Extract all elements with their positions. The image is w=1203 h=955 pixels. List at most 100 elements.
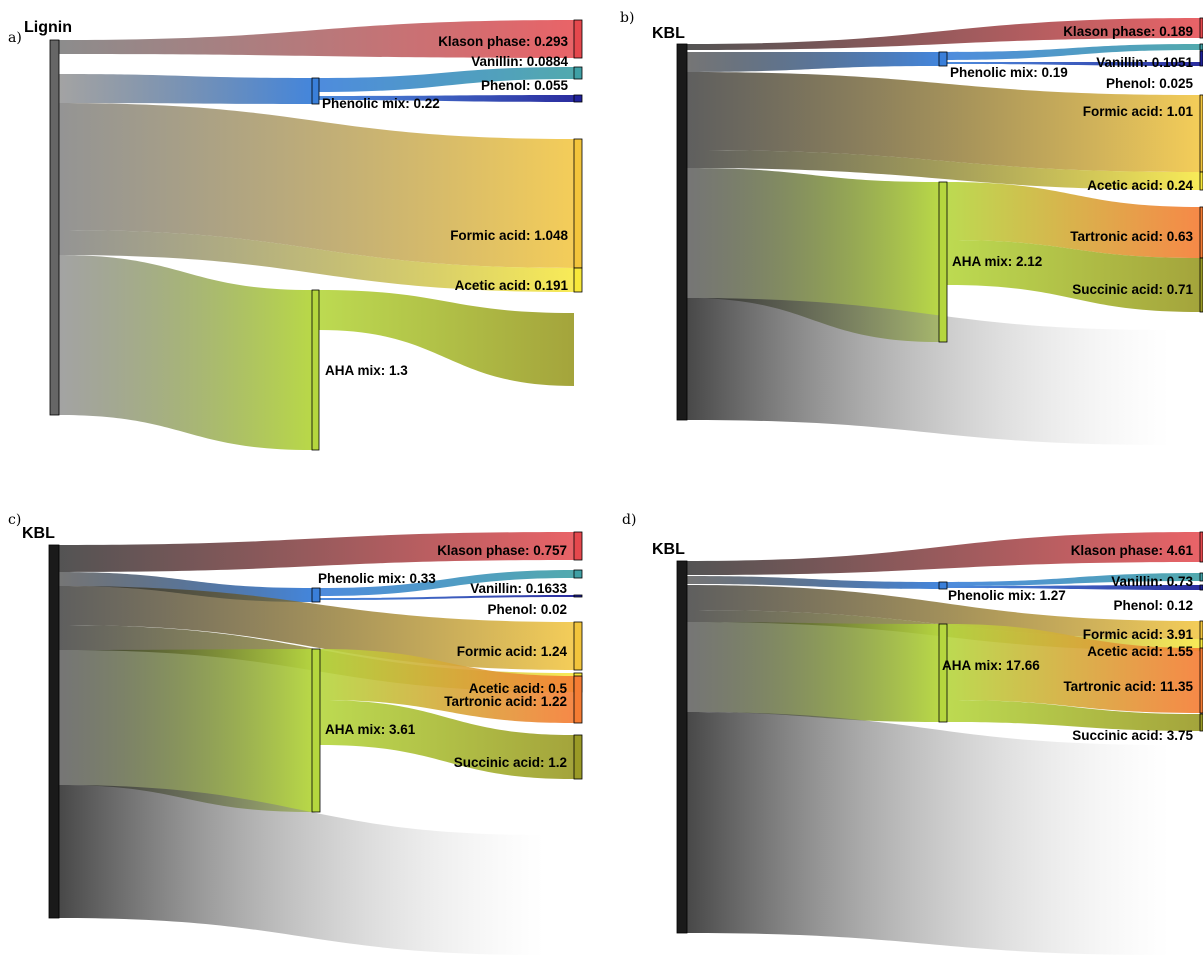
klason-phase-node bbox=[1199, 531, 1203, 563]
node-labels: Phenolic mix: 1.27 AHA mix: 17.66 Klason p… bbox=[942, 543, 1193, 743]
aha-mix-node bbox=[938, 623, 948, 723]
panel-letter: d) bbox=[622, 512, 636, 528]
flow-phenolic-vanillin bbox=[319, 67, 574, 92]
vanillin-node bbox=[573, 569, 583, 579]
phenolic-mix-node bbox=[938, 51, 948, 67]
succinic-acid-node bbox=[573, 734, 583, 780]
vanillin-node bbox=[573, 66, 583, 80]
flow-source-klason-phase bbox=[59, 532, 574, 572]
flow-aha-succinic-acid bbox=[319, 290, 574, 386]
flow-aha-succinic-acid bbox=[947, 240, 1200, 312]
flow-source-formic-acid bbox=[687, 72, 1200, 172]
acetic-acid-label: Acetic acid: 0.191 bbox=[455, 278, 569, 293]
acetic-acid-node bbox=[1199, 171, 1203, 191]
flow-phenolic-phenol bbox=[947, 585, 1200, 590]
flows bbox=[687, 532, 1200, 955]
node-labels: Phenolic mix: 0.19 AHA mix: 2.12 Klason ph… bbox=[950, 24, 1193, 297]
flow-source-klason-phase bbox=[59, 20, 574, 58]
source-label: KBL bbox=[22, 525, 55, 542]
source-label: KBL bbox=[652, 541, 685, 558]
phenolic-mix-node bbox=[311, 77, 320, 105]
flow-phenolic-phenol bbox=[947, 62, 1200, 66]
flow-source-klason-phase bbox=[687, 18, 1200, 50]
flow-source-phenolic-mix bbox=[59, 74, 312, 104]
klason-phase-node bbox=[1199, 17, 1203, 39]
succinic-acid-label: Succinic acid: 0.71 bbox=[1072, 282, 1193, 297]
flows bbox=[59, 20, 574, 450]
nodes bbox=[48, 531, 583, 919]
phenol-node bbox=[573, 94, 583, 103]
phenolic-mix-node bbox=[311, 587, 321, 603]
succinic-acid-label: Succinic acid: 1.2 bbox=[454, 755, 567, 770]
vanillin-label: Vanillin: 0.1051 bbox=[1096, 55, 1193, 70]
aha-mix-node bbox=[311, 648, 321, 813]
phenolic-mix-label: Phenolic mix: 0.22 bbox=[322, 96, 440, 111]
formic-acid-label: Formic acid: 3.91 bbox=[1083, 627, 1194, 642]
tartronic-acid-node bbox=[573, 675, 583, 724]
formic-acid-label: Formic acid: 1.24 bbox=[457, 644, 568, 659]
phenol-label: Phenol: 0.02 bbox=[487, 602, 567, 617]
panel-letter: b) bbox=[620, 10, 634, 26]
phenolic-mix-node bbox=[938, 581, 948, 590]
flow-aha-tartronic-acid bbox=[320, 649, 574, 723]
succinic-acid-node bbox=[1199, 257, 1203, 313]
klason-phase-node bbox=[573, 531, 583, 561]
flow-phenolic-vanillin bbox=[947, 44, 1200, 60]
flow-aha-succinic-acid bbox=[947, 700, 1200, 731]
sankey-panel-a: a)Lignin Phenolic mix: 0.22 AHA mix: 1.3 Kl… bbox=[8, 19, 583, 451]
sankey-panel-c: c)KBL Phenolic mix: 0.33 AHA mix: 3.61 Klas… bbox=[8, 512, 583, 955]
phenol-label: Phenol: 0.025 bbox=[1106, 76, 1194, 91]
flows bbox=[687, 18, 1200, 445]
flow-source-residual bbox=[59, 785, 544, 955]
aha-mix-node bbox=[938, 181, 948, 343]
flow-source-formic-acid bbox=[59, 103, 574, 268]
klason-phase-label: Klason phase: 0.189 bbox=[1063, 24, 1193, 39]
flow-source-phenolic-mix bbox=[687, 52, 939, 72]
tartronic-acid-label: Tartronic acid: 1.22 bbox=[444, 694, 567, 709]
aha-mix-node bbox=[311, 289, 320, 451]
formic-acid-node bbox=[573, 138, 583, 269]
aha-mix-label: AHA mix: 17.66 bbox=[942, 658, 1040, 673]
nodes bbox=[676, 531, 1203, 934]
flow-phenolic-phenol bbox=[320, 595, 574, 600]
node-labels: Phenolic mix: 0.22 AHA mix: 1.3 Klason pha… bbox=[322, 34, 568, 378]
flow-phenolic-vanillin bbox=[947, 573, 1200, 586]
tartronic-acid-label: Tartronic acid: 0.63 bbox=[1070, 229, 1193, 244]
source-node bbox=[676, 43, 688, 421]
source-label: KBL bbox=[652, 25, 685, 42]
vanillin-label: Vanillin: 0.1633 bbox=[470, 581, 567, 596]
flow-source-klason-phase bbox=[687, 532, 1200, 575]
succinic-acid-label: Succinic acid: 3.75 bbox=[1072, 728, 1193, 743]
node-labels: Phenolic mix: 0.33 AHA mix: 3.61 Klason ph… bbox=[318, 543, 567, 770]
flow-source-phenolic-mix bbox=[687, 576, 939, 589]
flow-source-phenolic-mix bbox=[59, 572, 312, 602]
acetic-acid-label: Acetic acid: 0.5 bbox=[469, 681, 568, 696]
klason-phase-node bbox=[573, 19, 583, 59]
flow-source-aha-mix bbox=[59, 255, 312, 450]
flow-source-aha-mix bbox=[687, 622, 939, 722]
phenolic-mix-label: Phenolic mix: 0.33 bbox=[318, 571, 436, 586]
source-node bbox=[676, 560, 688, 934]
flow-source-acetic-acid bbox=[687, 150, 1200, 190]
phenol-node bbox=[1199, 50, 1203, 67]
acetic-acid-label: Acetic acid: 0.24 bbox=[1087, 178, 1193, 193]
phenol-node bbox=[1199, 584, 1203, 591]
panel-letter: a) bbox=[8, 30, 22, 46]
vanillin-node bbox=[1199, 43, 1203, 51]
klason-phase-label: Klason phase: 0.293 bbox=[438, 34, 568, 49]
sankey-panel-d: d) KBL Phenolic mix: 1.27 AHA mix: 17.66 Kla… bbox=[622, 512, 1203, 955]
aha-mix-label: AHA mix: 2.12 bbox=[952, 254, 1042, 269]
flow-source-formic-acid bbox=[59, 586, 574, 670]
tartronic-acid-node bbox=[1199, 647, 1203, 714]
klason-phase-label: Klason phase: 4.61 bbox=[1071, 543, 1194, 558]
formic-acid-node bbox=[573, 621, 583, 671]
klason-phase-label: Klason phase: 0.757 bbox=[437, 543, 567, 558]
nodes bbox=[49, 19, 583, 451]
flow-phenolic-vanillin bbox=[320, 570, 574, 596]
phenolic-mix-label: Phenolic mix: 1.27 bbox=[948, 588, 1066, 603]
formic-acid-label: Formic acid: 1.01 bbox=[1083, 104, 1194, 119]
flow-source-formic-acid bbox=[687, 585, 1200, 639]
flow-phenolic-phenol bbox=[319, 95, 574, 102]
formic-acid-label: Formic acid: 1.048 bbox=[450, 228, 568, 243]
